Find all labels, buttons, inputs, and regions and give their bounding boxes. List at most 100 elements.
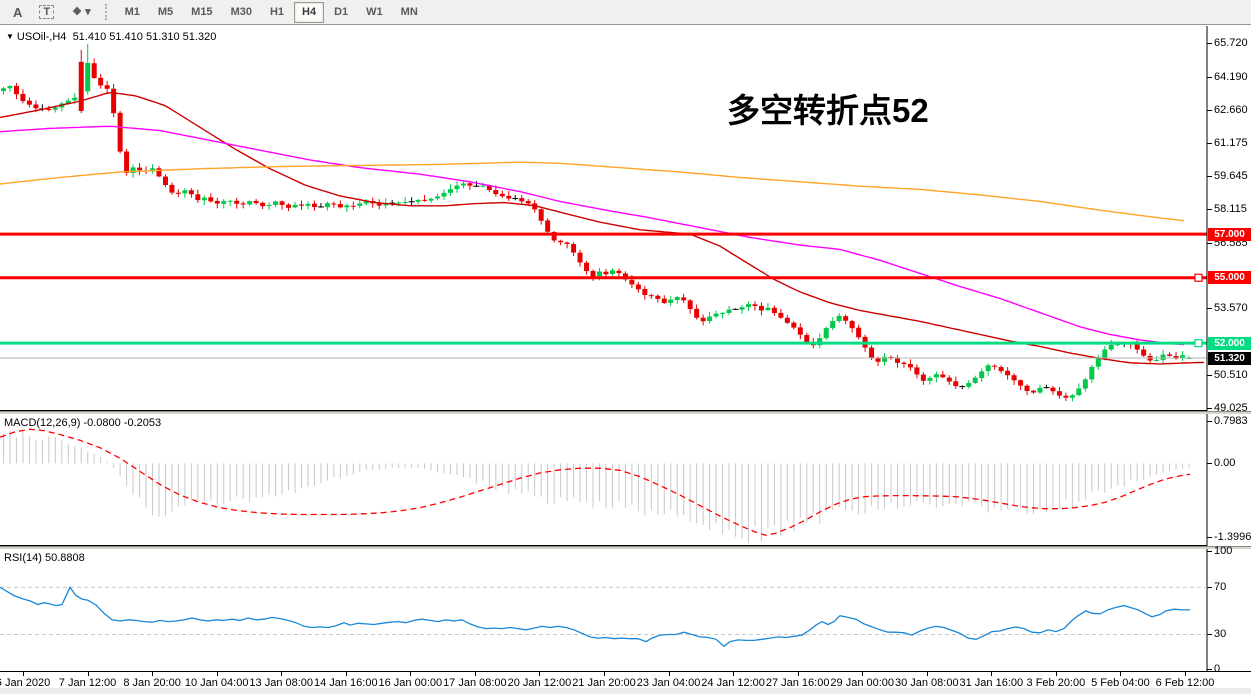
time-axis-tick [991, 672, 993, 676]
candle-body [1173, 355, 1179, 359]
candle-body [564, 242, 570, 245]
panel-separator[interactable] [0, 411, 1251, 414]
candle-body [927, 377, 933, 381]
candle-body [558, 240, 564, 243]
candle-body [493, 190, 499, 195]
time-axis-label: 29 Jan 00:00 [830, 677, 895, 689]
timeframe-button-mn[interactable]: MN [393, 2, 426, 23]
timeframe-button-h4[interactable]: H4 [294, 1, 325, 23]
rsi-canvas[interactable] [0, 549, 1251, 671]
candles-group [1, 43, 1192, 402]
candle-body [1050, 387, 1056, 392]
candle-body [992, 365, 998, 367]
candle-body [804, 335, 810, 343]
candle-body [78, 61, 84, 111]
time-axis-label: 6 Feb 12:00 [1155, 677, 1215, 689]
candle-body [1154, 359, 1160, 361]
timeframe-button-h1[interactable]: H1 [262, 2, 292, 23]
timeframe-button-w1[interactable]: W1 [358, 2, 391, 23]
candle-body [914, 367, 920, 375]
time-axis-label: 21 Jan 20:00 [572, 677, 636, 689]
time-axis-label: 13 Jan 08:00 [249, 677, 314, 689]
macd-histogram [3, 430, 1190, 544]
candle-body [972, 377, 978, 383]
bottom-strip [0, 688, 1251, 694]
candle-body [441, 192, 447, 197]
time-axis-label: 10 Jan 04:00 [184, 677, 249, 689]
timeframe-button-m1[interactable]: M1 [117, 2, 148, 23]
candle-body [286, 204, 292, 208]
timeframe-button-m15[interactable]: M15 [183, 2, 220, 23]
candle-body [72, 97, 78, 101]
candle-body [674, 297, 680, 301]
time-axis-tick [23, 672, 24, 676]
toolbar-button-text-a[interactable]: A [6, 3, 29, 22]
time-axis-tick [926, 672, 928, 676]
time-axis-tick [797, 672, 799, 676]
time-axis-tick [152, 672, 154, 676]
candle-body [402, 201, 408, 203]
candle-body [52, 107, 58, 110]
candle-body [499, 193, 505, 197]
candle-body [985, 365, 991, 372]
time-axis-label: 20 Jan 12:00 [507, 677, 572, 689]
candle-body [305, 203, 311, 206]
candle-body [1115, 344, 1121, 346]
candle-body [642, 288, 648, 295]
candle-body [337, 204, 343, 208]
chevron-down-icon: ▾ [85, 5, 91, 18]
candle-body [130, 167, 136, 173]
candle-body [778, 312, 784, 318]
toolbar-button-shapes[interactable]: ❖ ▾ [64, 2, 98, 23]
symbol-timeframe-label: USOil-,H4 [16, 31, 67, 43]
macd-indicator-label: MACD(12,26,9) -0.0800 -0.2053 [4, 417, 162, 429]
rsi-line [0, 586, 1191, 648]
candle-body [376, 203, 382, 206]
candle-body [836, 315, 842, 322]
candle-body [720, 313, 726, 315]
time-axis-label: 16 Jan 00:00 [378, 677, 443, 689]
candle-body [584, 262, 590, 272]
candle-body [214, 200, 220, 204]
chart-menu-caret-icon[interactable]: ▼ [6, 32, 14, 41]
candle-body [1167, 354, 1173, 356]
candle-body [849, 321, 855, 329]
candle-body [104, 85, 110, 89]
candle-body [357, 203, 363, 206]
candle-body [1141, 349, 1147, 356]
timeframe-button-m30[interactable]: M30 [223, 2, 260, 23]
ma-slow-orange [0, 161, 1185, 222]
candle-body [486, 185, 492, 191]
toolbar-button-text-label[interactable]: T [31, 2, 62, 23]
panel-separator[interactable] [0, 546, 1251, 549]
candle-body [467, 183, 473, 186]
candle-body [175, 192, 181, 194]
time-axis-label: 8 Jan 20:00 [123, 677, 181, 689]
timeframe-button-d1[interactable]: D1 [326, 2, 356, 23]
candle-body [1063, 395, 1069, 398]
candle-body [551, 231, 557, 241]
candle-body [901, 362, 907, 364]
candle-body [752, 304, 758, 306]
candle-body [907, 364, 913, 368]
candle-body [888, 356, 894, 358]
candle-body [182, 190, 188, 194]
candle-body [726, 309, 732, 313]
time-axis-label: 31 Jan 16:00 [959, 677, 1024, 689]
candle-body [422, 199, 428, 201]
candle-body [201, 197, 207, 201]
time-axis-label: 17 Jan 08:00 [443, 677, 507, 689]
candle-body [1024, 385, 1030, 391]
price-chart-canvas[interactable] [0, 26, 1251, 411]
candle-body [765, 307, 771, 311]
candle-body [311, 203, 317, 208]
macd-canvas[interactable] [0, 414, 1251, 546]
candle-body [694, 308, 700, 318]
time-axis-tick [345, 672, 347, 676]
time-axis-label: 30 Jan 08:00 [894, 677, 959, 689]
timeframe-button-m5[interactable]: M5 [150, 2, 181, 23]
candle-body [292, 204, 298, 208]
candle-body [1037, 387, 1043, 393]
candle-body [739, 307, 745, 310]
time-axis-label: 3 Feb 20:00 [1026, 677, 1086, 689]
